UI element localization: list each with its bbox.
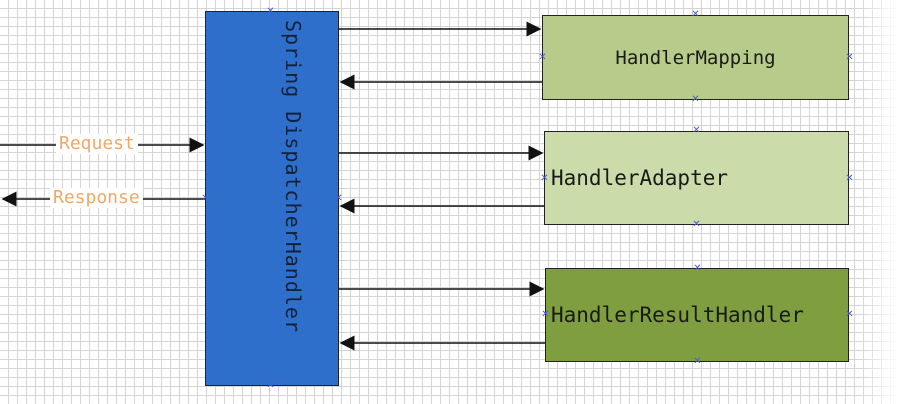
selection-handle-icon[interactable]: ✕ [201, 193, 210, 204]
handler-mapping-label: HandlerMapping [615, 46, 776, 69]
selection-handle-icon[interactable]: ✕ [693, 263, 702, 274]
selection-handle-icon[interactable]: ✕ [266, 380, 275, 391]
selection-handle-icon[interactable]: ✕ [845, 309, 854, 320]
handler-adapter-label: HandlerAdapter [551, 166, 729, 190]
selection-handle-icon[interactable]: ✕ [538, 52, 547, 63]
handler-mapping-box[interactable]: HandlerMapping [542, 15, 849, 100]
selection-handle-icon[interactable]: ✕ [845, 173, 854, 184]
selection-handle-icon[interactable]: ✕ [691, 94, 700, 105]
dispatcher-handler-label: Spring DispatcherHandler [281, 20, 305, 333]
selection-handle-icon[interactable]: ✕ [541, 309, 550, 320]
selection-handle-icon[interactable]: ✕ [334, 193, 343, 204]
selection-handle-icon[interactable]: ✕ [691, 9, 700, 20]
handler-adapter-box[interactable]: HandlerAdapter [544, 131, 849, 225]
selection-handle-icon[interactable]: ✕ [693, 356, 702, 367]
response-label: Response [50, 188, 143, 208]
handler-result-handler-box[interactable]: HandlerResultHandler [545, 268, 849, 362]
selection-handle-icon[interactable]: ✕ [692, 125, 701, 136]
selection-handle-icon[interactable]: ✕ [540, 173, 549, 184]
request-label: Request [56, 134, 138, 154]
selection-handle-icon[interactable]: ✕ [845, 52, 854, 63]
selection-handle-icon[interactable]: ✕ [692, 219, 701, 230]
handler-result-handler-label: HandlerResultHandler [551, 303, 804, 327]
selection-handle-icon[interactable]: ✕ [266, 6, 275, 17]
dispatcher-handler-box[interactable]: Spring DispatcherHandler [205, 11, 339, 386]
